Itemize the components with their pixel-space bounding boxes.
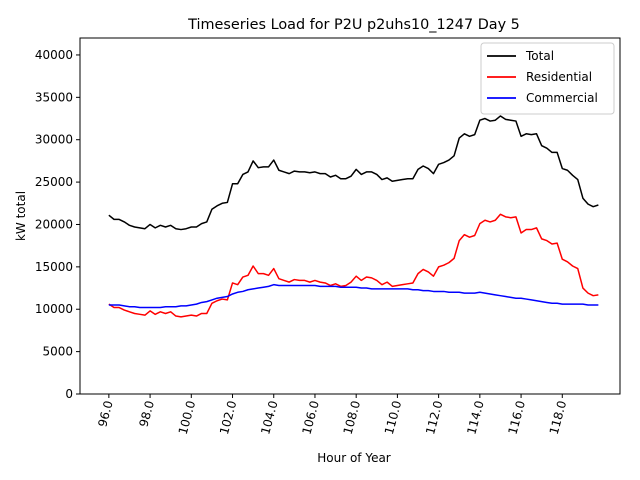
legend-box	[480, 42, 615, 115]
series-line-commercial	[108, 283, 599, 309]
series-lines	[108, 115, 599, 318]
y-axis-label: kW total	[14, 191, 28, 241]
y-tick-label: 10000	[35, 302, 73, 316]
legend-label-residential: Residential	[526, 70, 592, 84]
series-line-residential	[108, 213, 599, 318]
chart-title: Timeseries Load for P2U p2uhs10_1247 Day…	[187, 17, 520, 33]
x-tick-label: 96.0	[95, 399, 115, 428]
y-tick-label: 20000	[35, 217, 73, 231]
y-tick-label: 0	[65, 387, 73, 401]
y-tick-label: 30000	[35, 133, 73, 147]
x-axis-label: Hour of Year	[317, 451, 391, 465]
legend-label-commercial: Commercial	[526, 91, 598, 105]
y-tick-label: 5000	[42, 345, 73, 359]
y-tick-label: 40000	[35, 48, 73, 62]
x-tick-label: 98.0	[137, 399, 157, 428]
legend-label-total: Total	[525, 49, 554, 63]
plot-frame	[79, 37, 621, 395]
legend: Total Residential Commercial	[480, 42, 615, 115]
series-line-total	[108, 115, 599, 231]
y-tick-label: 15000	[35, 260, 73, 274]
y-tick-label: 25000	[35, 175, 73, 189]
y-axis: 0 5000 10000 15000 20000 25000 30000 35000 40000	[35, 48, 80, 401]
y-tick-label: 35000	[35, 90, 73, 104]
